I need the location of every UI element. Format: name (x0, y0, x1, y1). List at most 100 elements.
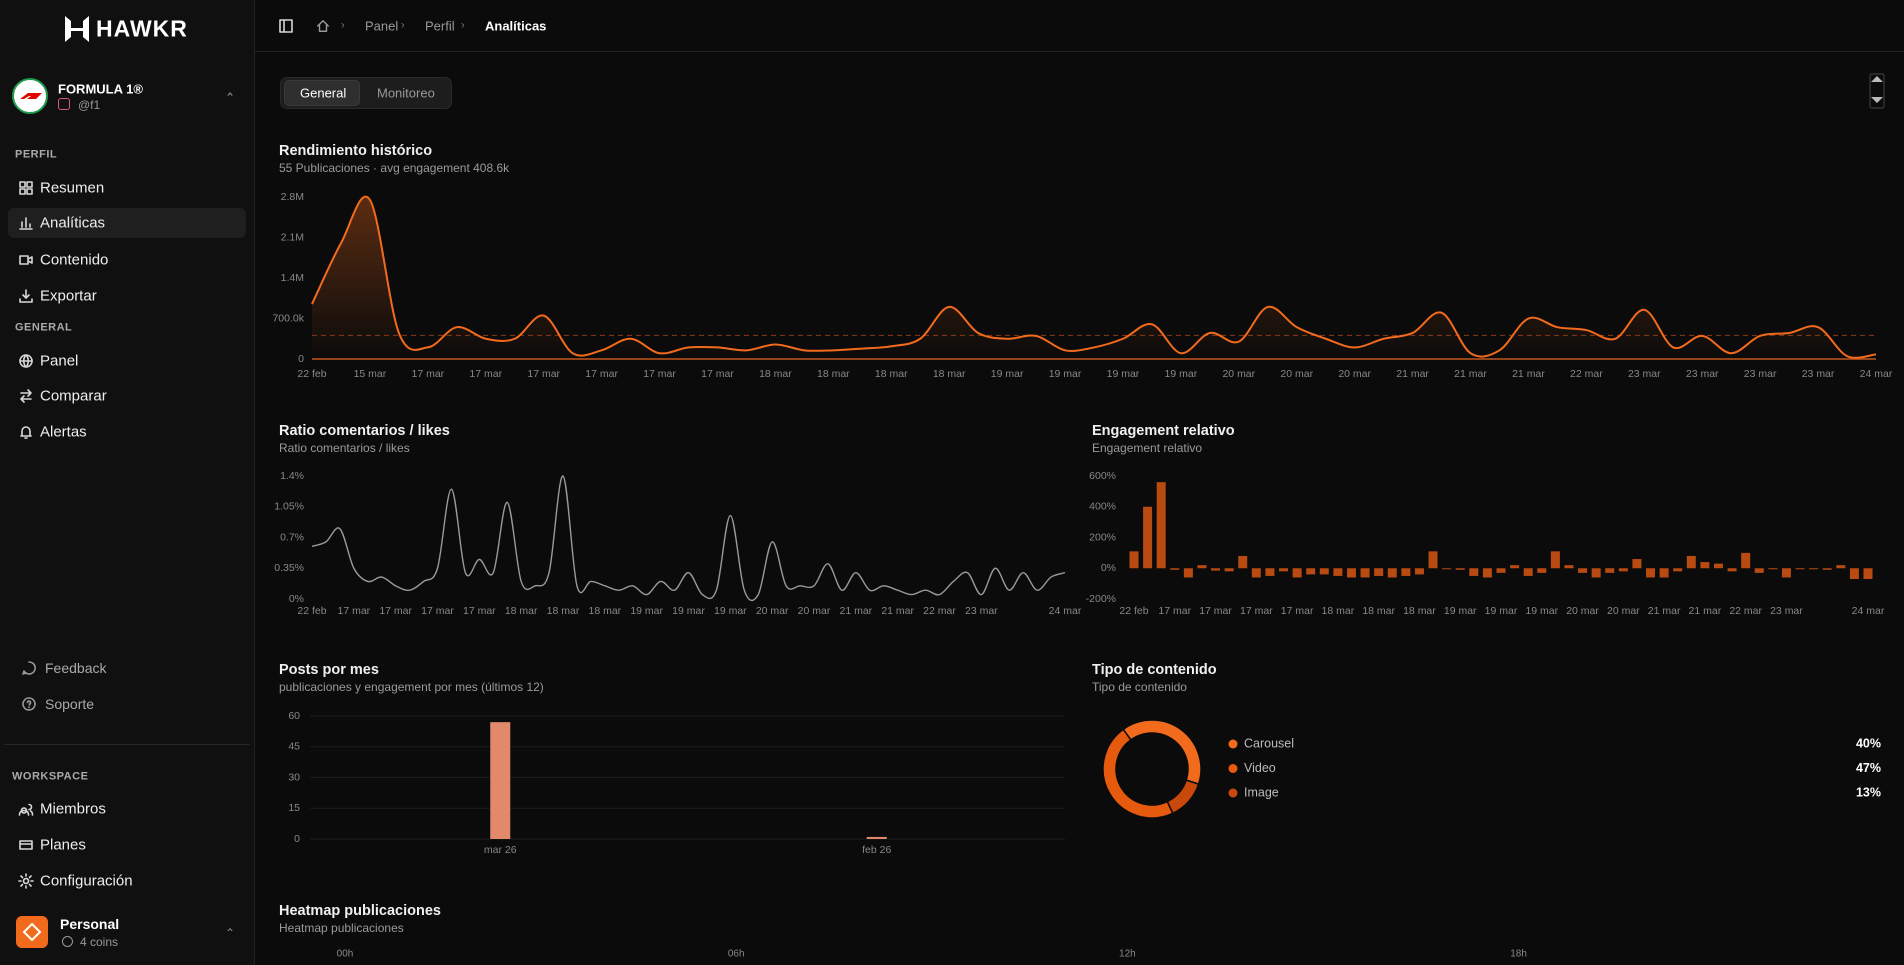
y-tick-label: 0.7% (280, 531, 304, 543)
account-switch[interactable]: ⌃ (225, 89, 236, 107)
x-tick-label: 17 mar (469, 368, 502, 380)
icon (19, 840, 33, 850)
x-tick-label: 20 mar (1566, 605, 1599, 617)
plan-icon (22, 922, 42, 942)
x-tick-label: 24 mar (1049, 605, 1082, 617)
nav-label: Configuración (40, 872, 133, 890)
logo-shape (65, 16, 89, 42)
bar (1564, 565, 1574, 569)
x-tick-label: 17 mar (643, 368, 676, 380)
bar (1197, 565, 1207, 569)
icon (19, 354, 33, 368)
home-link[interactable] (316, 18, 332, 34)
bar (1686, 555, 1696, 569)
x-tick-label: 00h (337, 949, 354, 960)
bar (1632, 559, 1642, 569)
nav-item[interactable]: Analíticas (8, 208, 246, 238)
bar (1333, 568, 1343, 576)
icon (22, 697, 36, 711)
nav-item[interactable]: Exportar (8, 281, 246, 311)
bar (1292, 568, 1302, 578)
x-tick-label: 17 mar (421, 605, 454, 617)
plan-switch[interactable]: ⌃ (225, 926, 236, 940)
chart-subtitle: 55 Publicaciones · avg engagement 408.6k (279, 161, 510, 175)
breadcrumb-link[interactable]: Perfil (425, 18, 455, 34)
bar (1455, 568, 1465, 570)
nav-item[interactable]: Miembros (8, 794, 246, 824)
breadcrumb-link[interactable]: Panel (365, 18, 399, 34)
x-tick-label: feb 26 (862, 844, 891, 856)
nav-item[interactable]: Comparar (8, 381, 246, 411)
x-tick-label: 17 mar (585, 368, 618, 380)
x-tick-label: 22 feb (297, 368, 326, 380)
x-tick-label: 22 mar (1570, 368, 1603, 380)
tab[interactable]: General (300, 85, 347, 101)
chart-title: Rendimiento histórico (279, 143, 432, 159)
nav-item[interactable]: Contenido (8, 245, 246, 275)
diamond (22, 922, 42, 942)
sidebar-toggle[interactable] (278, 18, 294, 34)
y-tick-label: 2.1M (281, 231, 304, 243)
scroll-control[interactable] (1869, 73, 1885, 109)
x-tick-label: 21 mar (1648, 605, 1681, 617)
nav-label: Comparar (40, 387, 107, 405)
legend-dot (1228, 764, 1238, 773)
y-tick-label: 0% (289, 593, 304, 605)
y-tick-label: 0% (1101, 562, 1116, 574)
icon-path (19, 289, 33, 303)
x-tick-label: 20 mar (1280, 368, 1313, 380)
scroll-arrows[interactable] (1871, 76, 1883, 103)
bar (1224, 568, 1234, 572)
tab[interactable]: Monitoreo (377, 85, 435, 101)
chart-subtitle: Tipo de contenido (1092, 680, 1187, 694)
f1-shape (20, 93, 42, 99)
section-title: PERFIL (15, 148, 58, 161)
icon-path (20, 426, 32, 439)
icon-path (19, 840, 33, 850)
nav-item[interactable]: Resumen (8, 173, 246, 203)
x-tick-label: 23 mar (1628, 368, 1661, 380)
x-tick-label: 23 mar (965, 605, 998, 617)
nav-item[interactable]: Planes (8, 830, 246, 860)
x-tick-label: 19 mar (672, 605, 705, 617)
plan-name: Personal (60, 916, 120, 932)
chart-title: Heatmap publicaciones (279, 903, 441, 919)
x-tick-label: 23 mar (1686, 368, 1719, 380)
data-line (311, 475, 1066, 602)
icon-path (18, 803, 34, 816)
bar (1618, 568, 1628, 572)
nav-label: Analíticas (40, 214, 106, 232)
x-tick-label: 21 mar (1454, 368, 1487, 380)
nav-label: Panel (40, 352, 79, 370)
support-item[interactable]: Soporte (14, 690, 244, 718)
nav-item[interactable]: Alertas (8, 417, 246, 447)
plan-coins: 4 coins (80, 935, 119, 949)
icon (19, 289, 33, 303)
bar (1781, 568, 1791, 578)
support-label: Soporte (45, 696, 95, 712)
chart-title: Engagement relativo (1092, 423, 1235, 439)
bar (1591, 568, 1601, 578)
breadcrumb-sep: › (341, 19, 345, 32)
nav-item[interactable]: Panel (8, 346, 246, 376)
x-tick-label: 17 mar (1158, 605, 1191, 617)
icon-path (19, 217, 33, 230)
x-tick-label: 17 mar (527, 368, 560, 380)
x-tick-label: 19 mar (1107, 368, 1140, 380)
icon (19, 217, 33, 230)
x-tick-label: 17 mar (412, 368, 445, 380)
plan-badge[interactable] (16, 916, 48, 948)
y-tick-label: 2.8M (281, 191, 304, 203)
x-tick-label: 18 mar (547, 605, 580, 617)
y-tick-label: 400% (1089, 501, 1116, 513)
bar (1754, 568, 1764, 573)
bar (1836, 565, 1846, 569)
pie-slice (1122, 719, 1202, 786)
y-tick-label: 30 (288, 771, 300, 783)
x-tick-label: 17 mar (379, 605, 412, 617)
nav-item[interactable]: Configuración (8, 866, 246, 896)
x-tick-label: 17 mar (701, 368, 734, 380)
support-item[interactable]: Feedback (14, 654, 244, 682)
topbar: › Panel › Perfil › Analíticas (255, 0, 1904, 52)
